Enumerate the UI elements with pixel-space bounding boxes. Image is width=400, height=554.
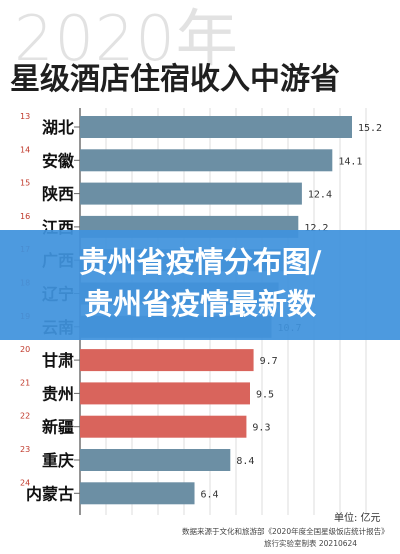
data-label: 9.7 bbox=[260, 356, 278, 367]
bar bbox=[80, 382, 250, 405]
category-label: 内蒙古 bbox=[26, 484, 74, 503]
source-note: 数据来源于文化和旅游部《2020年度全国星级饭店统计报告》 bbox=[182, 527, 389, 536]
rank-label: 24 bbox=[20, 478, 30, 487]
category-label: 甘肃 bbox=[42, 351, 74, 370]
category-label: 陕西 bbox=[42, 185, 74, 204]
overlay-banner: 贵州省疫情分布图/ 贵州省疫情最新数 bbox=[0, 230, 400, 340]
bar bbox=[80, 415, 247, 438]
category-label: 新疆 bbox=[42, 418, 74, 437]
category-label: 安徽 bbox=[42, 151, 75, 170]
rank-label: 23 bbox=[20, 445, 30, 454]
bar bbox=[80, 182, 302, 205]
bar bbox=[80, 149, 333, 172]
data-label: 15.2 bbox=[358, 123, 382, 134]
banner-line-2: 贵州省疫情最新数 bbox=[83, 287, 316, 321]
chart-title: 星级酒店住宿收入中游省 bbox=[10, 62, 340, 97]
rank-label: 22 bbox=[20, 412, 30, 421]
rank-label: 16 bbox=[20, 212, 30, 221]
banner-line-1: 贵州省疫情分布图/ bbox=[78, 245, 322, 279]
category-label: 重庆 bbox=[42, 451, 74, 470]
rank-label: 13 bbox=[20, 112, 30, 121]
data-label: 8.4 bbox=[236, 456, 254, 467]
background-year: 2020年 bbox=[14, 2, 239, 75]
bar bbox=[80, 449, 231, 471]
bar bbox=[80, 116, 352, 138]
data-label: 6.4 bbox=[201, 489, 219, 500]
unit-label: 单位: 亿元 bbox=[334, 513, 381, 524]
rank-label: 20 bbox=[20, 345, 30, 354]
category-label: 贵州 bbox=[42, 384, 74, 403]
rank-label: 15 bbox=[20, 179, 30, 188]
rank-label: 21 bbox=[20, 378, 30, 387]
bar bbox=[80, 482, 195, 505]
data-label: 12.2 bbox=[304, 223, 328, 234]
rank-label: 14 bbox=[20, 145, 30, 154]
data-label: 9.3 bbox=[252, 423, 270, 434]
category-label: 湖北 bbox=[42, 118, 74, 137]
credit-note: 旅行实验室制表 20210624 bbox=[264, 539, 358, 548]
bar bbox=[80, 349, 254, 372]
data-label: 9.5 bbox=[256, 389, 274, 400]
data-label: 14.1 bbox=[338, 156, 362, 167]
data-label: 12.4 bbox=[308, 190, 332, 201]
